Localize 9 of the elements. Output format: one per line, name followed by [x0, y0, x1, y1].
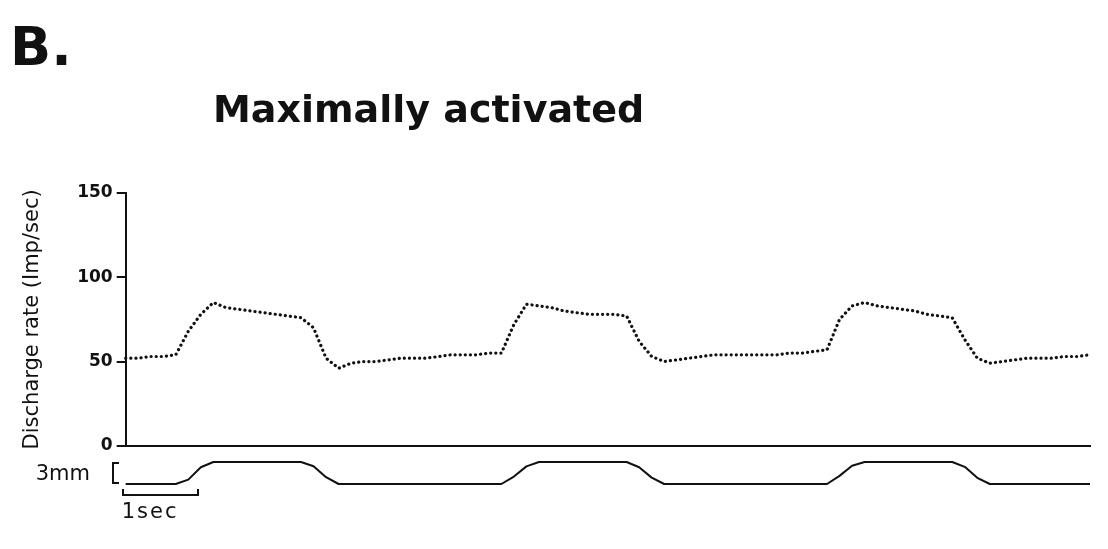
y-tick-label: 0: [100, 434, 113, 455]
y-tick-label: 100: [77, 265, 113, 286]
text: B.: [10, 15, 72, 78]
y-axis-title: Discharge rate (Imp/sec): [19, 189, 44, 450]
text: 1sec: [121, 498, 179, 524]
y-tick-label: 50: [89, 349, 113, 370]
chart-title: Maximally activated: [213, 87, 645, 131]
text: 3mm: [35, 460, 90, 486]
y-tick-label: 150: [77, 181, 113, 202]
